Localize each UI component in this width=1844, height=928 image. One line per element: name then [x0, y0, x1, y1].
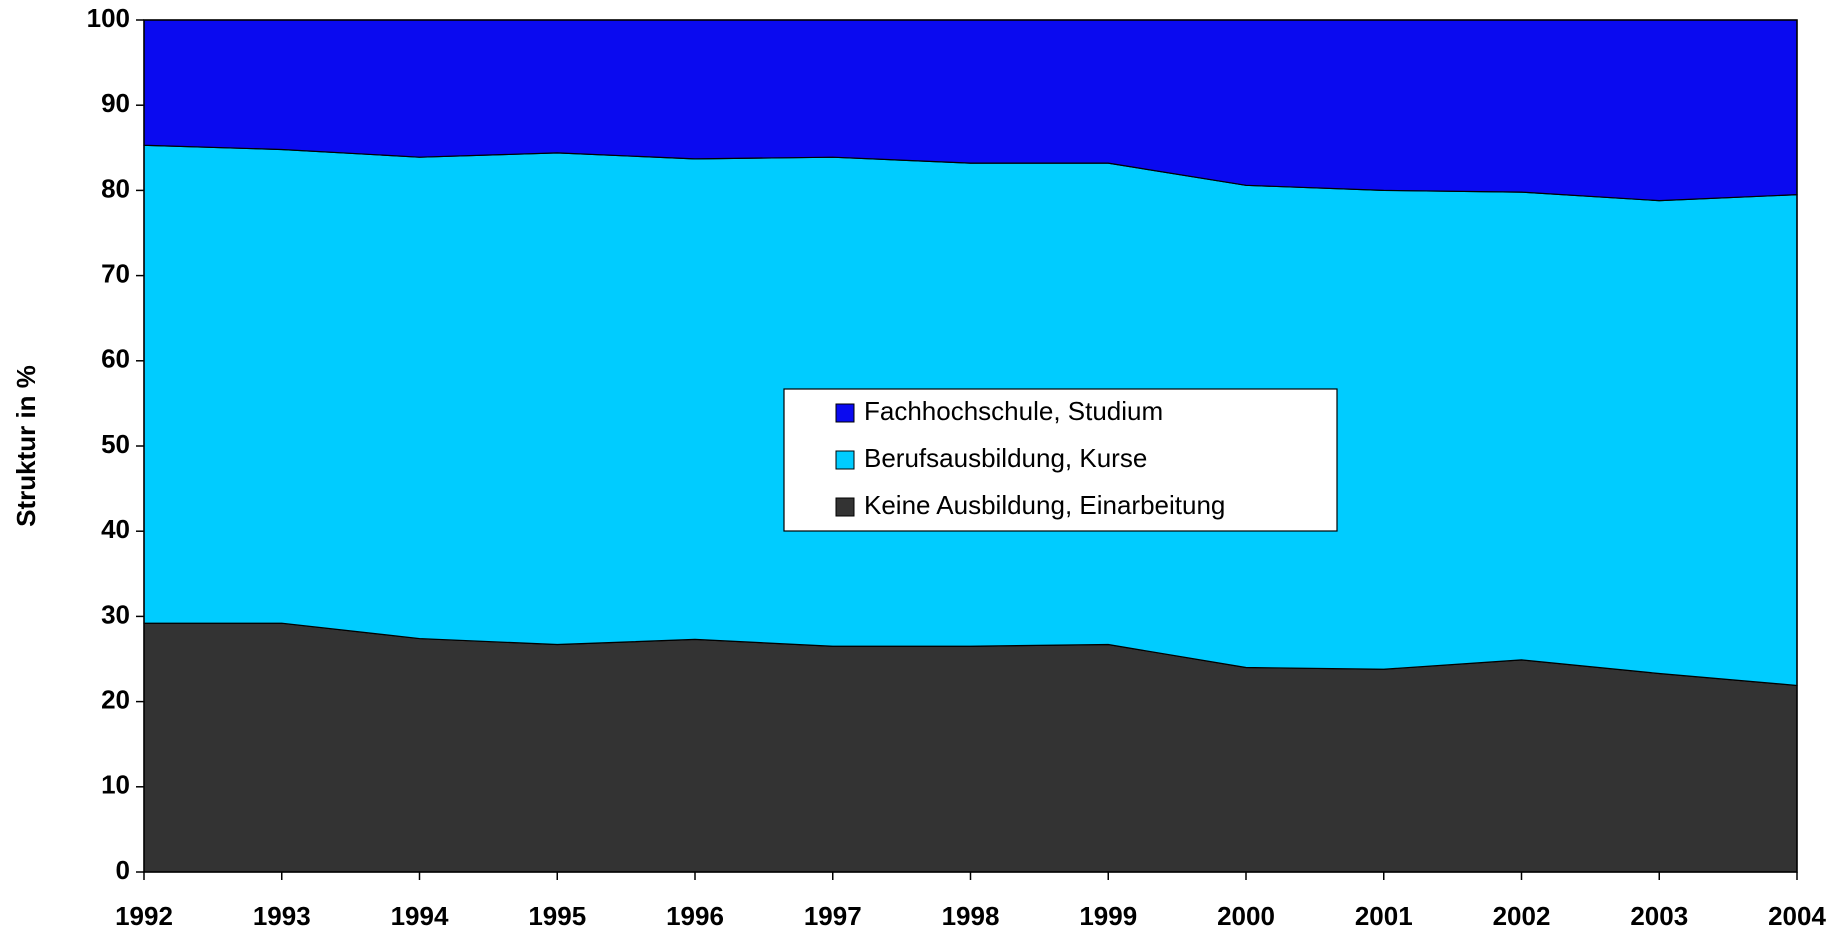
legend-swatch [835, 403, 855, 423]
x-tick-label: 1994 [391, 901, 449, 928]
y-tick-label: 20 [101, 684, 130, 714]
x-tick-label: 2000 [1217, 901, 1275, 928]
plot-area [143, 19, 1798, 873]
legend-box [783, 388, 1338, 532]
x-tick-label: 1999 [1079, 901, 1137, 928]
x-tick-label: 1993 [253, 901, 311, 928]
x-tick-label: 2003 [1630, 901, 1688, 928]
x-tick-label: 1992 [115, 901, 173, 928]
y-axis-label: Struktur in % [11, 365, 41, 527]
y-tick-label: 100 [87, 3, 130, 33]
legend-label: Fachhochschule, Studium [864, 396, 1163, 426]
y-tick-label: 70 [101, 258, 130, 288]
x-tick-label: 2001 [1355, 901, 1413, 928]
x-tick-label: 2002 [1493, 901, 1551, 928]
x-tick-label: 2004 [1768, 901, 1826, 928]
x-tick-label: 1998 [942, 901, 1000, 928]
legend-label: Keine Ausbildung, Einarbeitung [864, 490, 1225, 520]
y-tick-label: 50 [101, 429, 130, 459]
y-tick-label: 60 [101, 344, 130, 374]
y-tick-label: 10 [101, 770, 130, 800]
x-tick-label: 1996 [666, 901, 724, 928]
x-tick-label: 1997 [804, 901, 862, 928]
x-tick-label: 1995 [528, 901, 586, 928]
y-tick-label: 90 [101, 88, 130, 118]
y-tick-label: 30 [101, 599, 130, 629]
y-tick-label: 0 [116, 855, 130, 885]
legend-swatch [835, 450, 855, 470]
y-tick-label: 80 [101, 173, 130, 203]
legend-swatch [835, 497, 855, 517]
y-tick-label: 40 [101, 514, 130, 544]
legend-label: Berufsausbildung, Kurse [864, 443, 1147, 473]
